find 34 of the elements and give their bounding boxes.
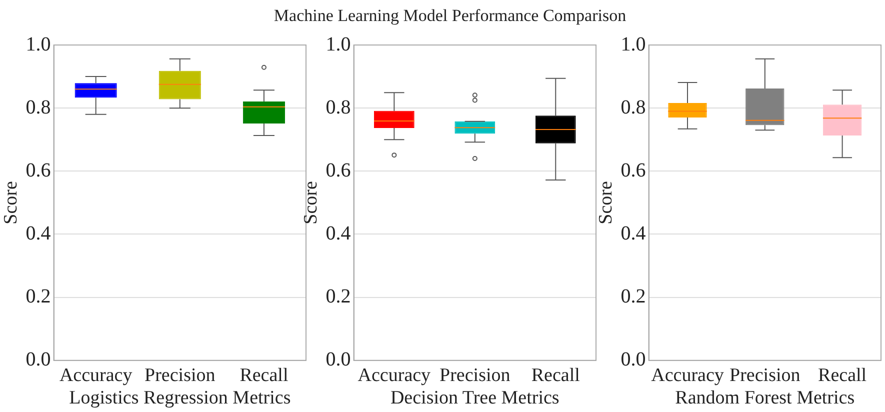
y-tick-label: 0.6 (326, 159, 351, 182)
y-tick-label: 0.6 (620, 159, 646, 182)
y-axis-title: Score (0, 181, 22, 224)
x-tick-label: Recall (818, 364, 867, 386)
y-tick-label: 0.6 (26, 159, 51, 182)
x-tick-label: Precision (440, 364, 511, 386)
y-axis-title: Score (595, 181, 616, 224)
x-tick-label: Recall (531, 364, 580, 386)
y-tick-label: 0.4 (326, 222, 351, 244)
y-tick-label: 0.2 (26, 286, 51, 308)
x-axis-title: Logistics Regression Metrics (69, 388, 291, 409)
x-tick-label: Precision (144, 364, 216, 386)
x-tick-label: Accuracy (59, 364, 133, 386)
x-tick-label: Precision (730, 364, 801, 386)
y-tick-label: 0.2 (326, 286, 351, 308)
y-tick-label: 1.0 (620, 33, 646, 56)
x-axis-title: Random Forest Metrics (675, 388, 855, 409)
y-tick-label: 0.8 (620, 96, 646, 118)
y-tick-label: 0.4 (620, 222, 646, 244)
y-tick-label: 0.8 (26, 96, 51, 118)
y-tick-label: 0.0 (26, 348, 51, 371)
y-tick-label: 0.0 (326, 348, 351, 371)
y-tick-label: 1.0 (26, 33, 51, 56)
x-axis-title: Decision Tree Metrics (390, 388, 560, 409)
chart-title: Machine Learning Model Performance Comparison (272, 6, 628, 26)
y-axis-title: Score (300, 181, 322, 224)
x-tick-label: Accuracy (358, 364, 432, 386)
y-tick-label: 1.0 (326, 33, 351, 56)
x-tick-label: Recall (240, 364, 288, 386)
x-tick-label: Accuracy (651, 364, 724, 386)
y-tick-label: 0.0 (620, 348, 646, 371)
y-tick-label: 0.8 (326, 96, 351, 118)
y-tick-label: 0.4 (26, 222, 51, 244)
y-tick-label: 0.2 (620, 286, 646, 308)
